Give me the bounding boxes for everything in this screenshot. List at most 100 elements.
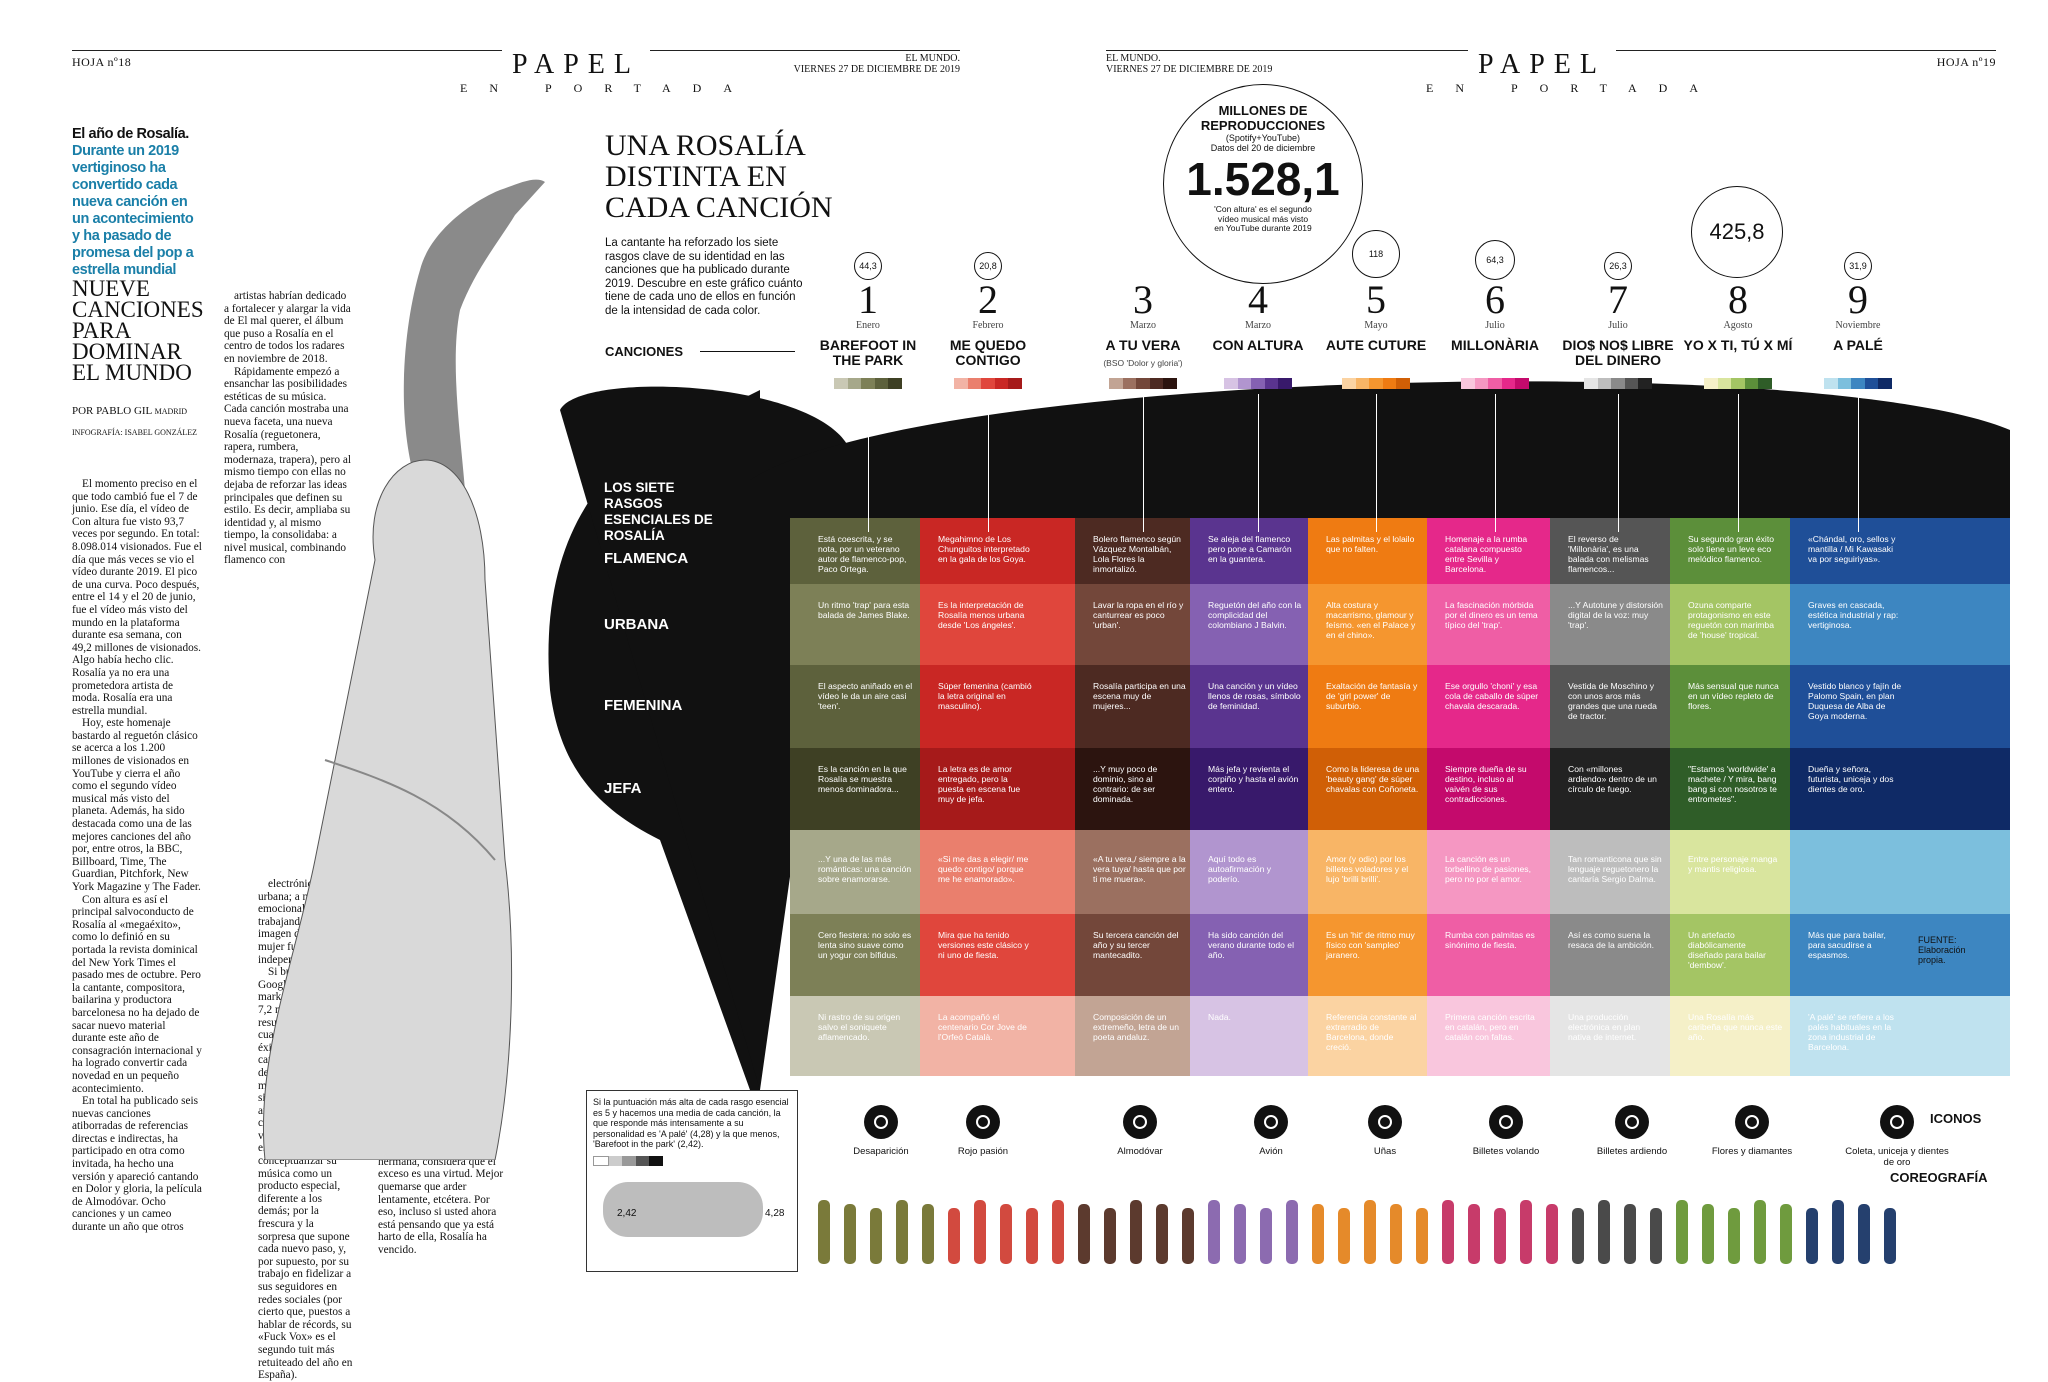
dancer-figure xyxy=(1884,1208,1896,1264)
trait-cell: Es la interpretación de Rosalía menos ur… xyxy=(938,600,1025,630)
trait-cell: Amor (y odio) por los billetes voladores… xyxy=(1326,854,1409,884)
row-label: FEMENINA xyxy=(604,697,683,714)
trait-cell: Su tercera canción del año y su tercer m… xyxy=(1093,930,1179,960)
views-badge: 26,3 xyxy=(1604,252,1632,280)
trait-band xyxy=(790,665,963,748)
svg-text:4,28: 4,28 xyxy=(765,1208,785,1219)
icon-label: Avión xyxy=(1259,1146,1283,1157)
dancer-figure xyxy=(1650,1208,1662,1264)
trait-cell: La fascinación mórbida por el dinero es … xyxy=(1445,600,1538,630)
trait-cell: Lavar la ropa en el río y canturrear es … xyxy=(1093,600,1184,630)
views-circle: MILLONES DE REPRODUCCIONES (Spotify+YouT… xyxy=(1163,84,1363,284)
row-label: FIESTERA xyxy=(604,946,679,963)
trait-cell: «Si me das a elegir/ me quedo contigo/ p… xyxy=(938,854,1029,884)
trait-band xyxy=(1790,830,2010,914)
trait-cell: Es la canción en la que Rosalía se muest… xyxy=(818,764,907,794)
song-arrow xyxy=(1495,394,1496,532)
trait-cell: Como la lideresa de una 'beauty gang' de… xyxy=(1326,764,1420,794)
song-month: Febrero xyxy=(972,320,1004,331)
trait-cell: La acompañó el centenario Cor Jove de l'… xyxy=(938,1012,1027,1042)
dancer-figure xyxy=(1078,1204,1090,1264)
trait-cell: Una Rosalía más caribeña que nunca este … xyxy=(1688,1012,1783,1042)
trait-band xyxy=(790,748,963,830)
song-number: 1 xyxy=(858,277,878,322)
icon-label: Desaparición xyxy=(853,1146,909,1157)
trait-band xyxy=(790,914,963,996)
headline: NUEVE CANCIONES PARA DOMINAR EL MUNDO xyxy=(72,276,204,385)
trait-band xyxy=(920,996,1118,1076)
trait-band xyxy=(790,518,963,584)
trait-cell: Un ritmo 'trap' para esta balada de Jame… xyxy=(818,600,910,620)
song-title: AUTE CUTURE xyxy=(1325,337,1427,353)
canciones-arrow xyxy=(700,351,795,352)
body-column-1: El momento preciso en el que todo cambió… xyxy=(72,478,202,1234)
trait-cell: Referencia constante al extrarradio de B… xyxy=(1326,1012,1417,1052)
trait-band xyxy=(790,584,963,665)
song-number: 9 xyxy=(1848,277,1868,322)
dancer-figure xyxy=(1208,1200,1220,1264)
song-title: ME QUEDO CONTIGO xyxy=(949,337,1027,368)
source-note: FUENTE: Elaboración propia. xyxy=(1918,935,1966,965)
icon-label: Flores y diamantes xyxy=(1711,1146,1793,1157)
color-swatch xyxy=(1461,378,1529,389)
dancer-figure xyxy=(974,1200,986,1264)
song-number: 3 xyxy=(1133,277,1153,322)
song-title: CON ALTURA xyxy=(1212,337,1304,353)
song-number: 5 xyxy=(1366,277,1386,322)
trait-cell: Aquí todo es autoafirmación y poderío. xyxy=(1208,854,1272,884)
trait-cell: Primera canción escrita en catalán, pero… xyxy=(1445,1012,1535,1042)
dancer-figure xyxy=(1052,1200,1064,1264)
trait-cell: Bolero flamenco según Vázquez Montalbán,… xyxy=(1093,534,1181,574)
trait-cell: Es un 'hit' de ritmo muy físico con 'sam… xyxy=(1326,930,1415,960)
ponytail-icon xyxy=(1880,1105,1914,1139)
dancer-figure xyxy=(1442,1200,1454,1264)
film-icon xyxy=(1123,1105,1157,1139)
dancer-figure xyxy=(1104,1208,1116,1264)
dancer-figure xyxy=(1494,1208,1506,1264)
dancer-figure xyxy=(1806,1208,1818,1264)
rasgos-title: LOS SIETE RASGOS ESENCIALES DE ROSALÍA xyxy=(604,480,713,543)
song-arrow xyxy=(868,394,869,532)
trait-cell: "Estamos 'worldwide' a machete / Y mira,… xyxy=(1688,764,1777,804)
song-arrow xyxy=(1258,394,1259,532)
disappear-icon xyxy=(864,1105,898,1139)
section-logo: PAPEL xyxy=(1468,49,1617,81)
views-circle-song8: 425,8 xyxy=(1691,186,1783,278)
song-arrow xyxy=(1738,394,1739,532)
dancer-figure xyxy=(1416,1208,1428,1264)
trait-band xyxy=(1790,996,2010,1076)
icon-label: Billetes volando xyxy=(1472,1146,1540,1157)
trait-cell: Mira que ha tenido versiones este clásic… xyxy=(938,930,1029,960)
dancer-figure xyxy=(1156,1204,1168,1264)
svg-text:2,42: 2,42 xyxy=(617,1208,637,1219)
trait-band xyxy=(1790,584,2010,665)
trait-cell: Vestida de Moschino y con unos aros más … xyxy=(1568,681,1657,721)
icon-label: Almodóvar xyxy=(1117,1146,1163,1157)
trait-cell: «A tu vera,/ siempre a la vera tuya/ has… xyxy=(1093,854,1186,884)
lead-box: El año de Rosalía. Durante un 2019 verti… xyxy=(72,126,202,279)
row-label: AMANTE xyxy=(604,862,669,879)
trait-cell: La canción es un torbellino de pasiones,… xyxy=(1445,854,1531,884)
song-title: A TU VERA xyxy=(1105,337,1181,353)
trait-cell: ...Y Autotune y distorsión digital de la… xyxy=(1568,600,1663,630)
dancer-figure xyxy=(1702,1204,1714,1264)
song-number: 6 xyxy=(1485,277,1505,322)
right-page-header: EL MUNDO. VIERNES 27 DE DICIEMBRE DE 2019… xyxy=(1106,49,1996,95)
trait-cell: ...Y muy poco de dominio, sino al contra… xyxy=(1093,764,1158,804)
song-title: DIO$ NO$ LIBRE DEL DINERO xyxy=(1562,337,1674,368)
left-page-header: HOJA nº18 PAPEL EN PORTADA EL MUNDO. VIER… xyxy=(72,49,960,95)
trait-cell: Siempre dueña de su destino, incluso al … xyxy=(1445,764,1527,804)
song-title: A PALÉ xyxy=(1833,337,1883,353)
trait-cell: Nada. xyxy=(1208,1012,1231,1022)
color-swatch xyxy=(1824,378,1892,389)
trait-cell: Se aleja del flamenco pero pone a Camaró… xyxy=(1208,534,1292,564)
iconos-label: ICONOS xyxy=(1930,1111,1982,1126)
dancer-figure xyxy=(1026,1208,1038,1264)
diamond-icon xyxy=(1735,1105,1769,1139)
dancer-figure xyxy=(1312,1204,1324,1264)
dancer-figure xyxy=(1364,1200,1376,1264)
trait-cell: Ni rastro de su origen salvo el soniquet… xyxy=(818,1012,901,1042)
lead-bold: El año de Rosalía. xyxy=(72,126,189,142)
trait-cell: El reverso de 'Millonària', es una balad… xyxy=(1568,534,1649,574)
color-swatch xyxy=(1224,378,1292,389)
